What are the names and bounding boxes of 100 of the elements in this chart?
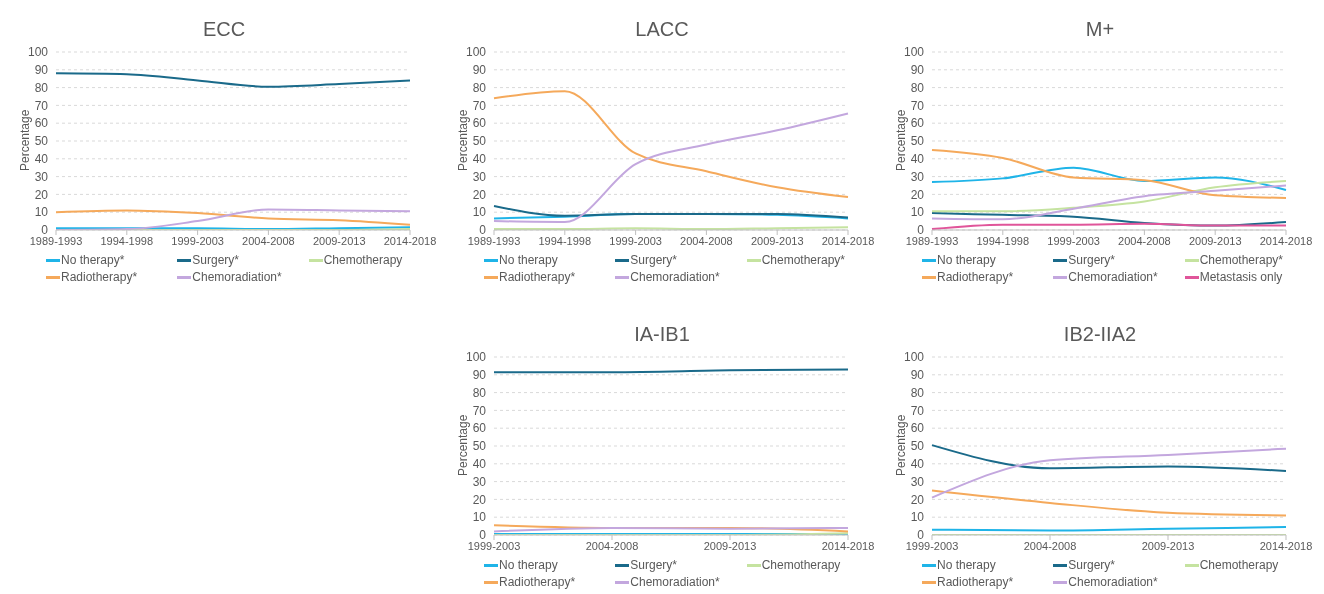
x-tick-label: 2014-2018 bbox=[821, 539, 875, 552]
legend-label: Surgery* bbox=[630, 252, 678, 269]
y-tick-label: 100 bbox=[465, 350, 487, 365]
y-tick-label: 80 bbox=[34, 80, 49, 95]
chart-title: IB2-IIA2 bbox=[1062, 322, 1138, 347]
y-axis-title: Percentage bbox=[456, 414, 471, 476]
x-tick-label: 1994-1998 bbox=[100, 234, 154, 247]
legend-label: Metastasis only bbox=[1199, 269, 1283, 286]
legend-label: Radiotherapy* bbox=[499, 269, 576, 286]
y-tick-label: 10 bbox=[472, 205, 487, 220]
y-tick-label: 10 bbox=[910, 205, 925, 220]
legend-label: Surgery* bbox=[1068, 252, 1116, 269]
y-tick-label: 20 bbox=[34, 187, 49, 202]
y-tick-label: 60 bbox=[472, 116, 487, 131]
legend-label: Chemotherapy bbox=[323, 252, 403, 269]
x-tick-label: 2004-2008 bbox=[1118, 234, 1171, 247]
x-tick-label: 2004-2008 bbox=[585, 539, 639, 552]
y-tick-label: 50 bbox=[910, 439, 925, 454]
legend-label: Surgery* bbox=[192, 252, 240, 269]
y-tick-label: 20 bbox=[910, 492, 925, 507]
y-axis-title: Percentage bbox=[894, 414, 909, 476]
y-tick-label: 40 bbox=[34, 152, 49, 167]
y-tick-label: 30 bbox=[34, 169, 49, 184]
x-tick-label: 2014-2018 bbox=[821, 234, 875, 247]
x-tick-label: 1994-1998 bbox=[976, 234, 1030, 247]
chart-title: ECC bbox=[201, 17, 247, 42]
legend-label: Chemoradiation* bbox=[1068, 269, 1158, 286]
y-tick-label: 60 bbox=[910, 421, 925, 436]
legend-label: Chemoradiation* bbox=[630, 574, 720, 591]
chart-title: LACC bbox=[634, 17, 690, 42]
x-tick-label: 2014-2018 bbox=[1259, 539, 1313, 552]
y-tick-label: 70 bbox=[472, 403, 487, 418]
x-tick-label: 1999-2003 bbox=[1047, 234, 1100, 247]
y-tick-label: 70 bbox=[472, 98, 487, 113]
y-tick-label: 50 bbox=[34, 134, 49, 149]
legend-label: Chemoradiation* bbox=[630, 269, 720, 286]
x-tick-label: 2009-2013 bbox=[750, 234, 804, 247]
legend-label: No therapy* bbox=[61, 252, 125, 269]
legend-label: No therapy bbox=[937, 557, 996, 574]
legend-label: No therapy bbox=[499, 252, 558, 269]
y-tick-label: 10 bbox=[34, 205, 49, 220]
y-tick-label: 90 bbox=[472, 368, 487, 383]
y-tick-label: 100 bbox=[465, 45, 487, 60]
legend-label: Surgery* bbox=[630, 557, 678, 574]
x-tick-label: 2009-2013 bbox=[1188, 234, 1242, 247]
legend-label: Surgery* bbox=[1068, 557, 1116, 574]
y-tick-label: 90 bbox=[910, 368, 925, 383]
y-tick-label: 30 bbox=[910, 169, 925, 184]
y-tick-label: 20 bbox=[472, 187, 487, 202]
y-tick-label: 30 bbox=[472, 169, 487, 184]
x-tick-label: 1994-1998 bbox=[538, 234, 592, 247]
x-tick-label: 2004-2008 bbox=[1023, 539, 1077, 552]
x-tick-label: 1999-2003 bbox=[171, 234, 224, 247]
y-tick-label: 90 bbox=[472, 63, 487, 78]
y-tick-label: 10 bbox=[472, 510, 487, 525]
x-tick-label: 2014-2018 bbox=[383, 234, 437, 247]
legend-label: No therapy bbox=[499, 557, 558, 574]
y-tick-label: 50 bbox=[472, 134, 487, 149]
y-tick-label: 60 bbox=[472, 421, 487, 436]
legend-label: Chemotherapy* bbox=[761, 252, 846, 269]
chart-title: M+ bbox=[1084, 17, 1116, 42]
legend-label: Radiotherapy* bbox=[499, 574, 576, 591]
y-tick-label: 30 bbox=[910, 474, 925, 489]
y-tick-label: 100 bbox=[903, 350, 925, 365]
chart-title: IA-IB1 bbox=[633, 322, 691, 347]
legend-label: Chemotherapy* bbox=[1199, 252, 1284, 269]
legend-label: Chemotherapy bbox=[1199, 557, 1279, 574]
x-tick-label: 2009-2013 bbox=[1141, 539, 1195, 552]
legend-label: Chemoradiation* bbox=[192, 269, 282, 286]
y-tick-label: 50 bbox=[910, 134, 925, 149]
x-tick-label: 2004-2008 bbox=[680, 234, 733, 247]
y-tick-label: 90 bbox=[34, 63, 49, 78]
y-tick-label: 80 bbox=[472, 80, 487, 95]
y-tick-label: 60 bbox=[34, 116, 49, 131]
y-axis-title: Percentage bbox=[18, 109, 33, 171]
y-axis-title: Percentage bbox=[894, 109, 909, 171]
y-tick-label: 50 bbox=[472, 439, 487, 454]
y-tick-label: 40 bbox=[910, 457, 925, 472]
y-axis-title: Percentage bbox=[456, 109, 471, 171]
y-tick-label: 80 bbox=[910, 80, 925, 95]
legend-label: Radiotherapy* bbox=[61, 269, 138, 286]
y-tick-label: 70 bbox=[910, 403, 925, 418]
y-tick-label: 40 bbox=[910, 152, 925, 167]
y-tick-label: 80 bbox=[910, 385, 925, 400]
y-tick-label: 30 bbox=[472, 474, 487, 489]
legend-label: Radiotherapy* bbox=[937, 269, 1014, 286]
y-tick-label: 100 bbox=[27, 45, 49, 60]
x-tick-label: 1999-2003 bbox=[609, 234, 662, 247]
y-tick-label: 20 bbox=[910, 187, 925, 202]
y-tick-label: 100 bbox=[903, 45, 925, 60]
y-tick-label: 20 bbox=[472, 492, 487, 507]
x-tick-label: 2014-2018 bbox=[1259, 234, 1313, 247]
y-tick-label: 10 bbox=[910, 510, 925, 525]
legend-label: Chemoradiation* bbox=[1068, 574, 1158, 591]
x-tick-label: 2009-2013 bbox=[703, 539, 757, 552]
y-tick-label: 40 bbox=[472, 152, 487, 167]
y-tick-label: 60 bbox=[910, 116, 925, 131]
y-tick-label: 90 bbox=[910, 63, 925, 78]
y-tick-label: 80 bbox=[472, 385, 487, 400]
x-tick-label: 2009-2013 bbox=[312, 234, 366, 247]
